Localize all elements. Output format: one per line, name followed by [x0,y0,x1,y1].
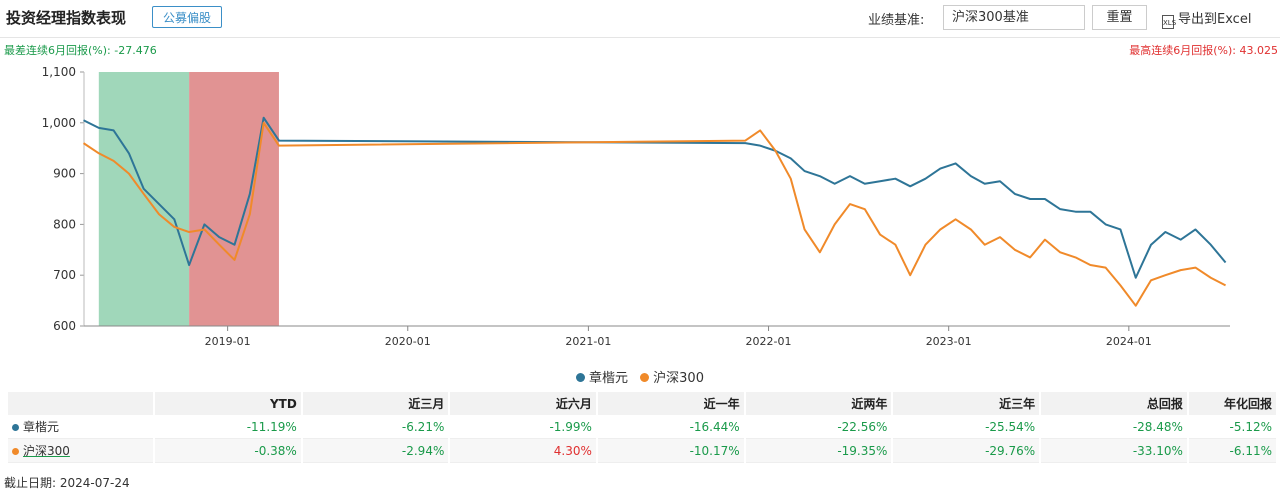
row-label[interactable]: 沪深300 [23,444,70,458]
highlight-band-best [189,72,279,326]
table-row: 沪深300 -0.38% -2.94% 4.30% -10.17% -19.35… [5,438,1276,463]
row-name-benchmark: 沪深300 [5,438,155,463]
table-header [5,392,155,415]
excel-icon: XLS [1162,15,1176,29]
highlight-band-worst [98,72,190,326]
returns-table: YTD 近三月 近六月 近一年 近两年 近三年 总回报 年化回报 章楷元 -11… [5,392,1276,463]
benchmark-select[interactable]: 沪深300基准 [943,5,1085,30]
x-tick-label: 2023-01 [926,335,972,348]
benchmark-dot-icon [640,373,650,382]
table-header: 近两年 [743,392,893,415]
x-tick-label: 2019-01 [205,335,251,348]
worst-6m-return: 最差连续6月回报(%): -27.476 [4,44,157,57]
category-tag[interactable]: 公募偏股 [152,6,223,28]
table-cell: -1.99% [448,415,597,439]
table-cell: -25.54% [891,415,1041,439]
table-header: 年化回报 [1186,392,1276,415]
export-excel-button[interactable]: XLS 导出到Excel [1162,8,1251,29]
table-header: 近三年 [891,392,1041,415]
manager-dot-icon [12,424,19,431]
table-header: 总回报 [1039,392,1188,415]
table-cell: -29.76% [891,438,1041,463]
reset-button[interactable]: 重置 [1092,5,1147,30]
x-tick-label: 2022-01 [746,335,792,348]
table-cell: -6.21% [300,415,450,439]
table-row: 章楷元 -11.19% -6.21% -1.99% -16.44% -22.56… [5,415,1276,439]
x-tick-label: 2024-01 [1106,335,1152,348]
benchmark-label: 业绩基准: [868,13,925,28]
table-header: 近六月 [448,392,597,415]
table-header: YTD [153,392,302,415]
y-tick-label: 1,100 [42,65,76,79]
row-label: 章楷元 [23,420,60,434]
table-cell: -33.10% [1039,438,1188,463]
table-cell: -0.38% [153,438,302,463]
table-cell: -28.48% [1039,415,1188,439]
y-tick-label: 800 [53,217,76,231]
y-tick-label: 700 [53,268,76,282]
header-divider [0,37,1280,38]
table-cell: -16.44% [595,415,745,439]
y-tick-label: 1,000 [42,116,76,130]
chart-legend: 章楷元 沪深300 [0,367,1280,386]
benchmark-dot-icon [12,448,19,455]
best-6m-return: 最高连续6月回报(%): 43.025 [1129,44,1278,57]
table-cell: -10.17% [595,438,745,463]
y-tick-label: 900 [53,167,76,181]
legend-item-manager[interactable]: 章楷元 [576,371,628,386]
series-line-manager [83,116,1227,279]
legend-label-manager: 章楷元 [589,371,629,386]
header-bar: 投资经理指数表现 公募偏股 业绩基准: 沪深300基准 重置 XLS 导出到Exc… [0,0,1280,36]
table-cell: -22.56% [743,415,893,439]
performance-chart: 1,100 1,000 900 800 700 600 2019-01 2020-01 2021… [42,65,1230,348]
x-tick-label: 2021-01 [565,335,611,348]
table-cell: -19.35% [743,438,893,463]
table-cell: -2.94% [300,438,450,463]
x-tick-label: 2020-01 [385,335,431,348]
table-cell: -11.19% [153,415,302,439]
legend-label-benchmark: 沪深300 [653,371,704,386]
row-name-manager: 章楷元 [5,415,155,439]
as-of-date: 截止日期: 2024-07-24 [4,476,130,490]
y-tick-label: 600 [53,319,76,333]
page-title: 投资经理指数表现 [6,9,127,27]
table-header: 近一年 [595,392,745,415]
legend-item-benchmark[interactable]: 沪深300 [640,371,704,386]
table-header-row: YTD 近三月 近六月 近一年 近两年 近三年 总回报 年化回报 [5,392,1276,415]
export-label: 导出到Excel [1178,12,1252,27]
table-cell: -6.11% [1186,438,1276,463]
series-line-benchmark [82,121,1227,307]
table-header: 近三月 [300,392,450,415]
manager-dot-icon [576,373,585,382]
table-cell: 4.30% [448,438,597,463]
table-cell: -5.12% [1186,415,1276,439]
